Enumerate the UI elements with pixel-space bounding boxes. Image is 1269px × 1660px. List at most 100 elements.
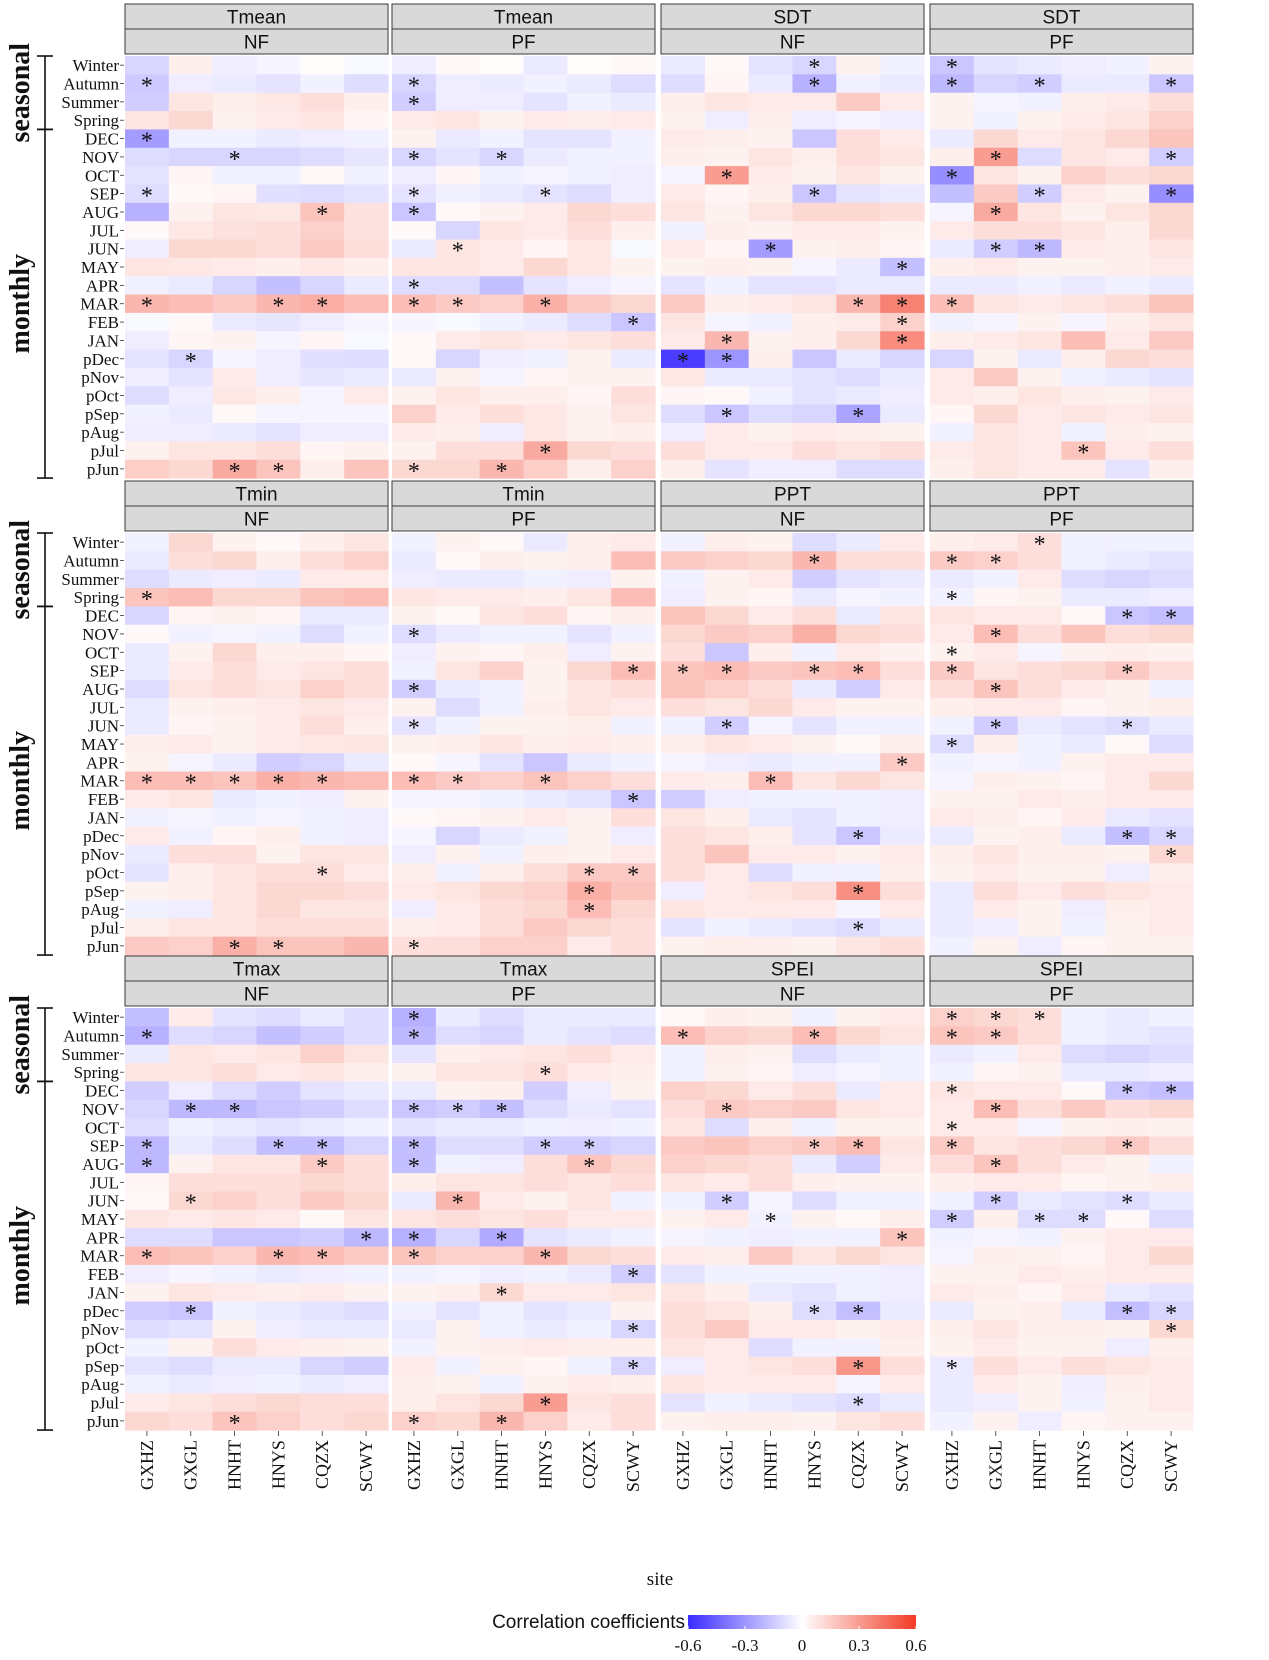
significance-star: * [1165, 1081, 1177, 1107]
heatmap-cell [1061, 221, 1106, 241]
heatmap-cell [1105, 1246, 1150, 1266]
significance-star: * [990, 1007, 1002, 1033]
heatmap-cell [661, 1154, 706, 1174]
heatmap-cell [344, 276, 389, 296]
heatmap-cell [212, 1008, 258, 1027]
heatmap-cell [1061, 533, 1106, 552]
heatmap-cell [479, 679, 525, 699]
heatmap-cell [344, 1099, 389, 1119]
heatmap-cell [344, 1393, 389, 1413]
x-tick-label: HNHT [761, 1440, 781, 1490]
heatmap-cell [567, 129, 612, 149]
heatmap-cell [930, 918, 975, 938]
heatmap-cell [930, 56, 975, 75]
significance-star: * [1077, 1209, 1089, 1235]
heatmap-cell [212, 1264, 258, 1284]
heatmap-cell [479, 294, 525, 314]
heatmap-cell [836, 551, 881, 571]
heatmap-cell [704, 386, 750, 406]
heatmap-cell [1017, 1246, 1063, 1266]
heatmap-cell [212, 331, 258, 351]
significance-star: * [1121, 606, 1133, 632]
heatmap-cell [392, 588, 437, 607]
significance-star: * [721, 165, 733, 191]
significance-star: * [946, 1117, 958, 1143]
heatmap-cell [479, 1301, 525, 1321]
heatmap-cell [1105, 826, 1150, 846]
heatmap-cell [704, 1081, 750, 1101]
heatmap-cell [125, 129, 170, 149]
heatmap-cell [1105, 1393, 1150, 1413]
heatmap-cell [344, 386, 389, 406]
heatmap-cells [661, 1008, 925, 1431]
heatmap-cell [344, 624, 389, 644]
heatmap-cell [256, 1283, 301, 1303]
heatmap-cell [523, 147, 568, 167]
heatmap-cell [435, 1173, 481, 1193]
heatmap-cell [1017, 881, 1063, 901]
heatmap-cell [212, 312, 258, 332]
heatmap-cell [300, 1044, 345, 1064]
heatmap-cell [611, 863, 656, 883]
heatmap-cell [212, 111, 258, 130]
heatmap-cell [523, 606, 568, 626]
heatmap-cell [836, 679, 881, 699]
heatmap-cell [125, 643, 170, 663]
strip-background [929, 3, 1194, 30]
heatmap-cell [930, 147, 975, 167]
strip-background [929, 28, 1194, 55]
heatmap-cell [125, 716, 170, 736]
heatmap-cell [973, 1411, 1019, 1431]
heatmap-cell [792, 404, 837, 424]
heatmap-cell [125, 92, 170, 112]
significance-stars: ***** * *** **** [408, 624, 639, 962]
heatmap-cell [930, 1173, 975, 1193]
heatmap-cell [1149, 349, 1194, 369]
heatmap-cell [930, 239, 975, 259]
heatmap-cell [930, 1191, 975, 1211]
heatmap-cell [1017, 459, 1063, 479]
significance-star: * [185, 1099, 197, 1125]
significance-star: * [852, 1136, 864, 1162]
heatmap-cell [168, 1191, 214, 1211]
heatmap-cell [611, 588, 656, 607]
y-tick-label: JUN [88, 717, 119, 736]
heatmap-cell [973, 624, 1019, 644]
heatmap-cell [611, 147, 656, 167]
heatmap-cell [1017, 367, 1063, 387]
heatmap-cell [212, 698, 258, 718]
heatmap-cell [704, 1264, 750, 1284]
heatmap-cell [973, 808, 1019, 828]
y-tick-label: pNov [81, 845, 119, 864]
heatmap-cell [212, 221, 258, 241]
heatmap-cell [479, 1118, 525, 1138]
heatmap-cell [523, 1246, 568, 1266]
significance-star: * [496, 1282, 508, 1308]
heatmap-cell [880, 1411, 925, 1431]
heatmap-cell [344, 918, 389, 938]
heatmap-cell [344, 588, 389, 607]
heatmap-cell [748, 551, 794, 571]
heatmap-cell [567, 900, 612, 919]
heatmap-cell [1105, 1026, 1150, 1046]
heatmap-cell [125, 386, 170, 406]
heatmap-cell [392, 881, 437, 901]
heatmap-cell [523, 423, 568, 442]
significance-stars: **** * ** * ** *** ** ******* * [408, 1007, 639, 1437]
heatmap-cell [1017, 74, 1063, 94]
heatmap-cell [479, 716, 525, 736]
heatmap-cell [392, 184, 437, 204]
heatmap-cell [435, 312, 481, 332]
heatmap-cell [435, 643, 481, 663]
heatmap-cell [1017, 863, 1063, 883]
significance-star: * [229, 1411, 241, 1437]
heatmap-cell [748, 441, 794, 461]
significance-star: * [1165, 1319, 1177, 1345]
heatmap-cell [435, 551, 481, 571]
x-tick-label: HNYS [268, 1440, 288, 1489]
heatmap-cell [704, 918, 750, 938]
heatmap-cell [435, 1356, 481, 1376]
heatmap-cell [973, 936, 1019, 956]
heatmap-cell [168, 184, 214, 204]
heatmap-cell [1061, 588, 1106, 607]
